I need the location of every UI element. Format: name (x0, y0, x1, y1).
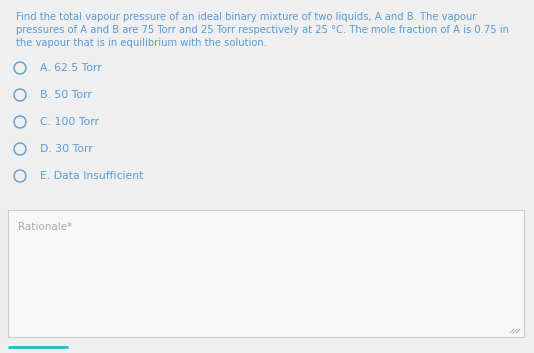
Text: E. Data Insufficient: E. Data Insufficient (40, 171, 143, 181)
Text: pressures of A and B are 75 Torr and 25 Torr respectively at 25 °C. The mole fra: pressures of A and B are 75 Torr and 25 … (16, 25, 509, 35)
Text: B. 50 Torr: B. 50 Torr (40, 90, 92, 100)
Text: C. 100 Torr: C. 100 Torr (40, 117, 99, 127)
FancyBboxPatch shape (8, 210, 524, 337)
Text: Rationale*: Rationale* (18, 222, 72, 232)
Text: the vapour that is in equilibrium with the solution.: the vapour that is in equilibrium with t… (16, 38, 267, 48)
Text: A. 62.5 Torr: A. 62.5 Torr (40, 63, 102, 73)
Text: D. 30 Torr: D. 30 Torr (40, 144, 93, 154)
Text: Find the total vapour pressure of an ideal binary mixture of two liquids, A and : Find the total vapour pressure of an ide… (16, 12, 476, 22)
